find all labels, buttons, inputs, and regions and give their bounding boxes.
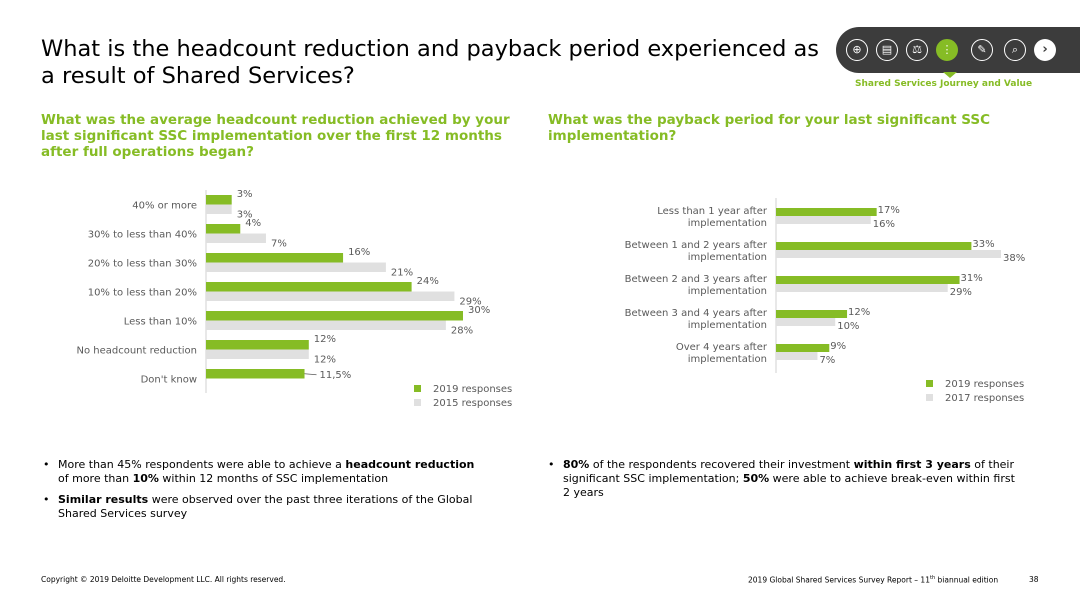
leader-line bbox=[304, 373, 317, 376]
category-label: implementation bbox=[688, 252, 767, 263]
next-page-button[interactable]: › bbox=[1034, 39, 1056, 61]
data-label: 29% bbox=[950, 287, 972, 298]
bar-prior bbox=[206, 320, 446, 330]
data-label: 11,5% bbox=[320, 370, 352, 381]
legend-label: 2017 responses bbox=[945, 393, 1024, 404]
data-label: 12% bbox=[314, 354, 336, 365]
bar-prior bbox=[206, 204, 232, 214]
bar-2019 bbox=[776, 242, 972, 250]
data-label: 7% bbox=[271, 238, 287, 249]
bar-2019 bbox=[206, 311, 463, 321]
category-label: Over 4 years after bbox=[676, 342, 768, 353]
category-label: Between 1 and 2 years after bbox=[625, 240, 768, 251]
data-label: 9% bbox=[830, 341, 846, 352]
right-bullets: 80% of the respondents recovered their i… bbox=[546, 458, 1016, 507]
journey-nav: ⊕ ▤ ⚖ ⋮ ✎ ⌕ › bbox=[836, 27, 1080, 73]
legend-swatch bbox=[414, 399, 421, 406]
data-label: 30% bbox=[468, 305, 490, 316]
legend-label: 2019 responses bbox=[433, 384, 512, 395]
globe-icon[interactable]: ⊕ bbox=[846, 39, 868, 61]
bar-2019 bbox=[206, 369, 305, 379]
bar-2019 bbox=[776, 276, 960, 284]
bar-2019 bbox=[206, 340, 309, 350]
bar-prior bbox=[206, 262, 386, 272]
tools-icon[interactable]: ✎ bbox=[971, 39, 993, 61]
clipboard-icon[interactable]: ▤ bbox=[876, 39, 898, 61]
category-label: Less than 10% bbox=[124, 317, 197, 328]
page-number: 38 bbox=[1029, 575, 1039, 584]
category-label: 30% to less than 40% bbox=[88, 230, 197, 241]
data-label: 28% bbox=[451, 325, 473, 336]
bar-2019 bbox=[776, 208, 877, 216]
left-bullet-1: More than 45% respondents were able to a… bbox=[41, 458, 481, 486]
bar-2019 bbox=[776, 310, 848, 318]
footprints-icon[interactable]: ⋮ bbox=[936, 39, 958, 61]
data-label: 12% bbox=[848, 307, 870, 318]
bar-prior bbox=[206, 349, 309, 359]
data-label: 33% bbox=[972, 239, 994, 250]
headcount-reduction-chart: 40% or more 3% 3% 30% to less than 40% 4% 7% 2… bbox=[76, 189, 512, 409]
legend-swatch bbox=[926, 380, 933, 387]
bar-2019 bbox=[206, 195, 232, 205]
bar-prior bbox=[776, 352, 818, 360]
category-label: implementation bbox=[688, 286, 767, 297]
right-chart-question: What was the payback period for your las… bbox=[548, 112, 991, 144]
copyright: Copyright © 2019 Deloitte Development LL… bbox=[41, 575, 286, 584]
payback-period-chart: Less than 1 year afterimplementation17%1… bbox=[625, 198, 1025, 404]
category-label: No headcount reduction bbox=[76, 346, 197, 357]
data-label: 16% bbox=[873, 219, 895, 230]
report-name: 2019 Global Shared Services Survey Repor… bbox=[748, 575, 999, 585]
data-label: 17% bbox=[878, 205, 900, 216]
category-label: Less than 1 year after bbox=[657, 206, 768, 217]
nav-pointer-icon bbox=[943, 72, 957, 78]
legend-label: 2015 responses bbox=[433, 398, 512, 409]
data-label: 38% bbox=[1003, 253, 1025, 264]
telescope-icon[interactable]: ⌕ bbox=[1004, 39, 1026, 61]
data-label: 31% bbox=[961, 273, 983, 284]
bar-prior bbox=[776, 284, 948, 292]
legend-swatch bbox=[926, 394, 933, 401]
data-label: 12% bbox=[314, 334, 336, 345]
category-label: 20% to less than 30% bbox=[88, 259, 197, 270]
gavel-icon[interactable]: ⚖ bbox=[906, 39, 928, 61]
category-label: 40% or more bbox=[132, 201, 197, 212]
left-bullets: More than 45% respondents were able to a… bbox=[41, 458, 481, 528]
data-label: 16% bbox=[348, 247, 370, 258]
data-label: 3% bbox=[237, 209, 253, 220]
category-label: Between 3 and 4 years after bbox=[625, 308, 768, 319]
data-label: 7% bbox=[819, 355, 835, 366]
category-label: Don't know bbox=[141, 375, 197, 386]
nav-caption[interactable]: Shared Services Journey and Value bbox=[855, 79, 1033, 89]
page-title: What is the headcount reduction and payb… bbox=[41, 36, 820, 89]
bar-2019 bbox=[206, 253, 344, 263]
category-label: 10% to less than 20% bbox=[88, 288, 197, 299]
bar-prior bbox=[776, 216, 871, 224]
data-label: 21% bbox=[391, 267, 413, 278]
bar-2019 bbox=[206, 282, 412, 292]
legend-swatch bbox=[414, 385, 421, 392]
data-label: 4% bbox=[245, 218, 261, 229]
category-label: implementation bbox=[688, 354, 767, 365]
left-chart-question: What was the average headcount reduction… bbox=[41, 112, 510, 160]
left-bullet-2: Similar results were observed over the p… bbox=[41, 493, 481, 521]
bar-prior bbox=[776, 318, 836, 326]
bar-prior bbox=[206, 291, 455, 301]
bar-prior bbox=[776, 250, 1001, 258]
bar-prior bbox=[206, 233, 266, 243]
bar-2019 bbox=[206, 224, 241, 234]
data-label: 29% bbox=[459, 296, 481, 307]
data-label: 3% bbox=[237, 189, 253, 200]
data-label: 24% bbox=[417, 276, 439, 287]
category-label: implementation bbox=[688, 320, 767, 331]
bar-2019 bbox=[776, 344, 830, 352]
right-bullet-1: 80% of the respondents recovered their i… bbox=[546, 458, 1016, 500]
data-label: 10% bbox=[837, 321, 859, 332]
category-label: Between 2 and 3 years after bbox=[625, 274, 768, 285]
category-label: implementation bbox=[688, 218, 767, 229]
legend-label: 2019 responses bbox=[945, 379, 1024, 390]
